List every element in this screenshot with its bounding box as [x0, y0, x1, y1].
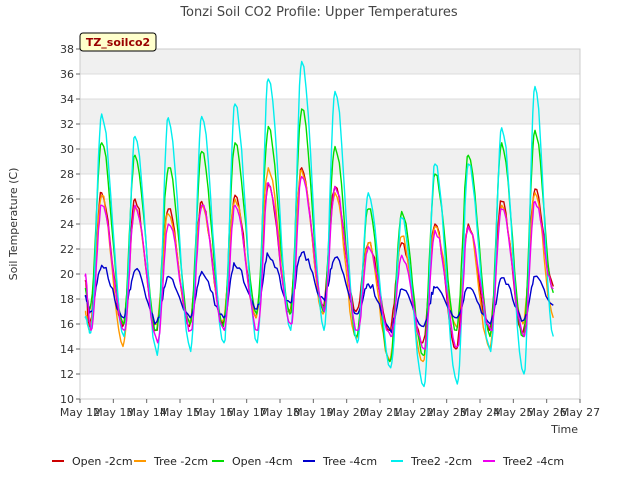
y-tick-label: 10 — [60, 393, 74, 406]
plot-band — [80, 349, 580, 374]
station-label: TZ_soilco2 — [86, 36, 150, 49]
x-tick-label: May 16 — [193, 406, 233, 419]
legend: Open -2cm Tree -2cm Open -4cm Tree -4cm Tree… — [52, 455, 564, 468]
y-tick-label: 20 — [60, 268, 74, 281]
x-tick-label: May 24 — [460, 406, 500, 419]
x-tick-label: May 15 — [160, 406, 200, 419]
y-tick-label: 24 — [60, 218, 74, 231]
legend-label: Open -4cm — [232, 455, 293, 468]
x-tick-label: May 22 — [393, 406, 433, 419]
y-axis: 10 12 14 16 18 20 22 24 26 28 30 32 34 36 38 — [60, 43, 80, 406]
y-tick-label: 18 — [60, 293, 74, 306]
y-tick-label: 26 — [60, 193, 74, 206]
plot-band — [80, 99, 580, 124]
y-tick-label: 38 — [60, 43, 74, 56]
station-label-background — [79, 32, 157, 52]
series-lines — [84, 60, 554, 388]
plot-band — [80, 149, 580, 174]
x-axis-label: Time — [550, 423, 578, 436]
legend-label: Tree -2cm — [153, 455, 208, 468]
x-tick-label: May 19 — [293, 406, 333, 419]
x-tick-label: May 20 — [327, 406, 367, 419]
x-tick-label: May 23 — [427, 406, 467, 419]
x-tick-label: May 26 — [527, 406, 567, 419]
y-tick-label: 34 — [60, 93, 74, 106]
x-tick-label: May 21 — [360, 406, 400, 419]
legend-label: Tree2 -4cm — [502, 455, 564, 468]
plot-band — [80, 49, 580, 74]
y-tick-label: 28 — [60, 168, 74, 181]
x-tick-label: May 13 — [93, 406, 133, 419]
chart-title: Tonzi Soil CO2 Profile: Upper Temperatur… — [179, 5, 458, 20]
y-tick-label: 36 — [60, 68, 74, 81]
legend-label: Tree2 -2cm — [410, 455, 472, 468]
x-tick-label: May 17 — [227, 406, 267, 419]
plot-band — [80, 299, 580, 324]
y-tick-label: 16 — [60, 318, 74, 331]
y-tick-label: 22 — [60, 243, 74, 256]
x-tick-label: May 18 — [260, 406, 300, 419]
x-tick-label: May 14 — [127, 406, 167, 419]
x-tick-label: May 27 — [560, 406, 600, 419]
y-tick-label: 32 — [60, 118, 74, 131]
y-tick-label: 30 — [60, 143, 74, 156]
x-tick-label: May 25 — [493, 406, 533, 419]
x-tick-label: May 12 — [60, 406, 100, 419]
series-line-tree-4cm — [84, 250, 554, 334]
y-tick-label: 14 — [60, 343, 74, 356]
legend-label: Tree -4cm — [322, 455, 377, 468]
legend-label: Open -2cm — [72, 455, 133, 468]
series-line-tree2-4cm — [84, 175, 554, 350]
series-line-tree2-2cm — [84, 60, 554, 388]
y-axis-label: Soil Temperature (C) — [7, 168, 20, 281]
y-tick-label: 12 — [60, 368, 74, 381]
station-label-box: TZ_soilco2 — [79, 32, 157, 52]
